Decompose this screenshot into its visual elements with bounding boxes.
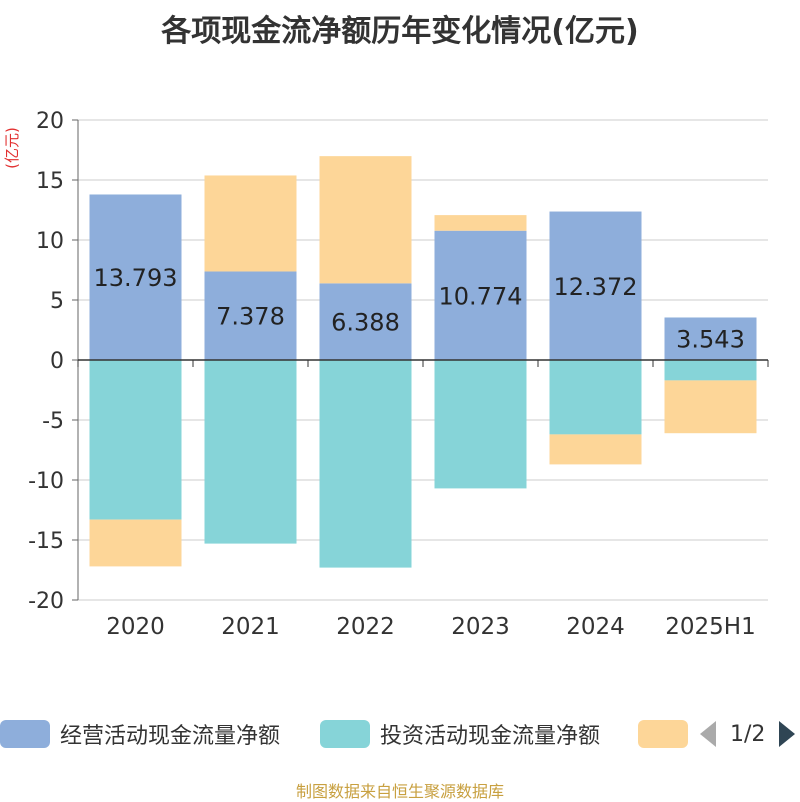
y-tick-label: 5	[50, 289, 64, 314]
axes: 20 15 10 5 0 -5 -10 -15 -20 2020 2021 2022 2023 2024 2…	[28, 109, 769, 640]
data-label-2020: 13.793	[94, 264, 178, 292]
legend-page-indicator: 1/2	[730, 721, 766, 747]
y-tick-label: -10	[28, 469, 64, 494]
y-tick-label: -15	[28, 529, 64, 554]
bar-series-3-2020	[89, 519, 182, 567]
bar-series-1-2020	[89, 194, 182, 360]
legend-label-investing: 投资活动现金流量净额	[380, 724, 601, 749]
bar-series-3-2025H1	[664, 380, 757, 434]
y-tick-label: 20	[36, 109, 64, 134]
bar-series-2-2023	[434, 360, 527, 489]
legend: 经营活动现金流量净额 投资活动现金流量净额	[0, 716, 800, 752]
legend-pager: 1/2	[700, 716, 796, 752]
y-tick-label: 15	[36, 169, 64, 194]
bar-series-2-2022	[319, 360, 412, 568]
bar-series-3-2024	[549, 434, 642, 465]
chart-title: 各项现金流净额历年变化情况(亿元)	[161, 14, 639, 49]
x-tick-label: 2022	[336, 614, 395, 640]
y-tick-label: -5	[42, 409, 64, 434]
legend-label-operating: 经营活动现金流量净额	[60, 724, 281, 749]
bar-series-2-2024	[549, 360, 642, 435]
legend-prev-page-icon[interactable]	[700, 721, 716, 747]
bar-series-1-2023	[434, 230, 527, 360]
x-tick-label: 2020	[106, 614, 165, 640]
grid-lines	[78, 119, 768, 601]
bar-series-2-2025H1	[664, 360, 757, 381]
legend-item-operating[interactable]: 经营活动现金流量净额	[0, 716, 280, 752]
bar-series-3-2023	[434, 215, 527, 231]
y-tick-label: 0	[50, 349, 64, 374]
source-note: 制图数据来自恒生聚源数据库	[295, 782, 504, 801]
bar-series-1-2021	[204, 271, 297, 360]
y-tick-label: -20	[28, 589, 64, 614]
bar-series-3-2021	[204, 175, 297, 272]
bar-series-1-2024	[549, 211, 642, 360]
legend-swatch-financing	[638, 720, 688, 748]
y-tick-label: 10	[36, 229, 64, 254]
data-label-2022: 6.388	[331, 309, 400, 337]
bar-series-2-2020	[89, 360, 182, 520]
bar-series-1-2025H1	[664, 317, 757, 360]
data-label-2025H1: 3.543	[676, 326, 745, 354]
legend-item-financing[interactable]	[638, 716, 698, 752]
data-labels: 13.793 7.378 6.388 10.774 12.372 3.543	[94, 264, 745, 354]
x-tick-label: 2023	[451, 614, 510, 640]
x-tick-label: 2021	[221, 614, 280, 640]
bars	[89, 156, 757, 568]
data-label-2024: 12.372	[554, 273, 638, 301]
data-label-2021: 7.378	[216, 303, 285, 331]
legend-item-investing[interactable]: 投资活动现金流量净额	[320, 716, 600, 752]
legend-next-page-icon[interactable]	[779, 721, 796, 747]
bar-series-2-2021	[204, 360, 297, 544]
bar-series-3-2022	[319, 156, 412, 284]
legend-swatch-investing	[320, 720, 370, 748]
legend-swatch-operating	[0, 720, 50, 748]
x-tick-label: 2025H1	[665, 614, 755, 640]
y-axis-unit-label: (亿元)	[3, 127, 21, 169]
chart-plot: (亿元) 20 15 10 5 0 -5 -10 -15 -20 2020 2021 2022 2023…	[3, 109, 769, 640]
x-tick-label: 2024	[566, 614, 625, 640]
bar-series-1-2022	[319, 283, 412, 360]
data-label-2023: 10.774	[439, 282, 523, 310]
